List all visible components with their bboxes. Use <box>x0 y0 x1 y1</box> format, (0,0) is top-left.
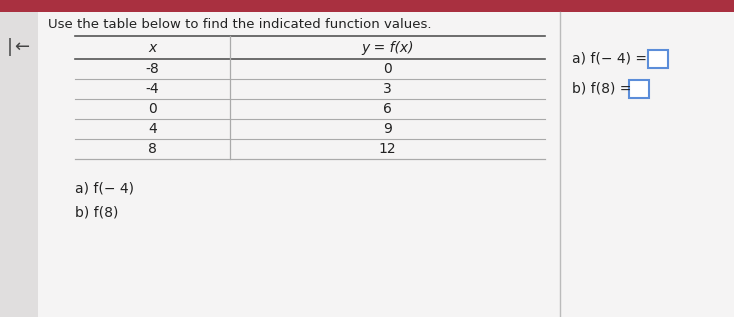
Text: y = f(x): y = f(x) <box>361 41 414 55</box>
Text: -4: -4 <box>145 82 159 96</box>
Bar <box>38 12 560 317</box>
Text: Use the table below to find the indicated function values.: Use the table below to find the indicate… <box>48 17 432 30</box>
Text: 8: 8 <box>148 142 157 156</box>
Bar <box>629 80 649 98</box>
Bar <box>0 12 38 317</box>
Text: 12: 12 <box>379 142 396 156</box>
Text: a) f(− 4) =: a) f(− 4) = <box>572 52 647 66</box>
Bar <box>648 50 668 68</box>
Text: ←: ← <box>15 38 29 56</box>
Text: b) f(8): b) f(8) <box>75 205 118 219</box>
Text: |: | <box>7 38 13 56</box>
Text: -8: -8 <box>145 62 159 76</box>
Bar <box>0 0 734 12</box>
Text: 6: 6 <box>383 102 392 116</box>
Bar <box>560 12 734 317</box>
Text: 3: 3 <box>383 82 392 96</box>
Text: x: x <box>148 41 156 55</box>
Text: 0: 0 <box>383 62 392 76</box>
Text: 4: 4 <box>148 122 157 136</box>
Text: 9: 9 <box>383 122 392 136</box>
Text: 0: 0 <box>148 102 157 116</box>
Text: a) f(− 4): a) f(− 4) <box>75 182 134 196</box>
Text: b) f(8) =: b) f(8) = <box>572 82 631 96</box>
